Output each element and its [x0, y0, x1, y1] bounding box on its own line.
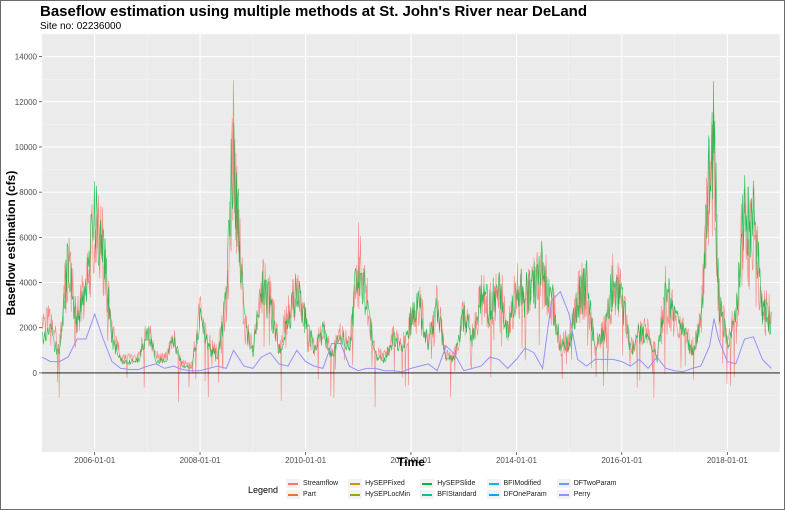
legend-label: HySEPLocMin: [365, 491, 411, 498]
x-tick-label: 2016-01-01: [601, 456, 642, 465]
legend-item-dfoneparam: DFOneParam: [486, 489, 547, 500]
legend-label: Perry: [573, 491, 591, 498]
x-tick-label: 2008-01-01: [180, 456, 221, 465]
legend-label: HySEPSlide: [437, 480, 476, 487]
legend-title: Legend: [248, 485, 279, 495]
x-tick-label: 2010-01-01: [285, 456, 326, 465]
legend-label: BFIStandard: [437, 491, 477, 498]
legend-item-part: Part: [286, 489, 338, 500]
legend-key: [348, 479, 363, 488]
legend-label: DFOneParam: [503, 491, 547, 498]
legend-item-perry: Perry: [556, 489, 617, 500]
x-axis-title: Time: [397, 455, 425, 469]
legend-key: [486, 479, 501, 488]
legend-key: [486, 490, 501, 499]
legend-key: [556, 479, 571, 488]
legend-key: [420, 490, 435, 499]
series-line-perry: [41, 290, 772, 373]
series-layer: [41, 80, 772, 408]
y-tick-label: 0: [33, 369, 38, 378]
legend-item-bfimodified: BFIModified: [486, 478, 547, 489]
x-tick-label: 2014-01-01: [496, 456, 537, 465]
y-axis-title: Baseflow estimation (cfs): [4, 171, 18, 316]
legend-label: Streamflow: [303, 480, 339, 487]
y-tick-label: 2000: [19, 324, 37, 333]
chart-title: Baseflow estimation using multiple metho…: [40, 3, 588, 20]
x-axis-ticks: 2006-01-01 2008-01-01 2010-01-01 2012-01-01…: [74, 452, 748, 465]
legend-item-hyseplocmin: HySEPLocMin: [348, 489, 410, 500]
y-tick-label: 14000: [15, 53, 38, 62]
legend-label: BFIModified: [503, 480, 541, 487]
x-tick-label: 2012-01-01: [390, 456, 431, 465]
legend: Legend Streamflow Part HySEPFixed HySEPLocM…: [248, 478, 617, 500]
legend-item-streamflow: Streamflow: [286, 478, 338, 489]
y-tick-label: 10000: [15, 143, 38, 152]
legend-key: [420, 479, 435, 488]
series-line-streamflow: [41, 80, 772, 408]
chart-subtitle: Site no: 02236000: [40, 21, 122, 32]
y-tick-label: 8000: [19, 188, 37, 197]
legend-entries: Streamflow Part HySEPFixed HySEPLocMin HySEP…: [286, 478, 617, 500]
legend-key: [348, 490, 363, 499]
legend-key: [286, 490, 301, 499]
legend-label: HySEPFixed: [365, 480, 405, 487]
legend-label: DFTwoParam: [573, 480, 617, 487]
legend-item-hysepslide: HySEPSlide: [420, 478, 476, 489]
y-tick-label: 6000: [19, 233, 37, 242]
legend-item-bfistandard: BFIStandard: [420, 489, 477, 500]
series-line-hysepslide: [41, 81, 772, 370]
legend-item-dftwoparam: DFTwoParam: [556, 478, 617, 489]
legend-item-hysepfixed: HySEPFixed: [348, 478, 410, 489]
legend-label: Part: [303, 491, 316, 498]
x-tick-label: 2018-01-01: [707, 456, 748, 465]
grid-major: [42, 34, 780, 452]
x-tick-label: 2006-01-01: [74, 456, 115, 465]
y-tick-label: 12000: [15, 98, 38, 107]
y-axis-ticks: 0 2000 4000 6000 8000 10000 12000 14000: [15, 53, 42, 378]
y-tick-label: 4000: [19, 279, 37, 288]
chart-canvas: 2006-01-01 2008-01-01 2010-01-01 2012-01-01…: [4, 33, 780, 469]
legend-key: [286, 479, 301, 488]
legend-key: [556, 490, 571, 499]
